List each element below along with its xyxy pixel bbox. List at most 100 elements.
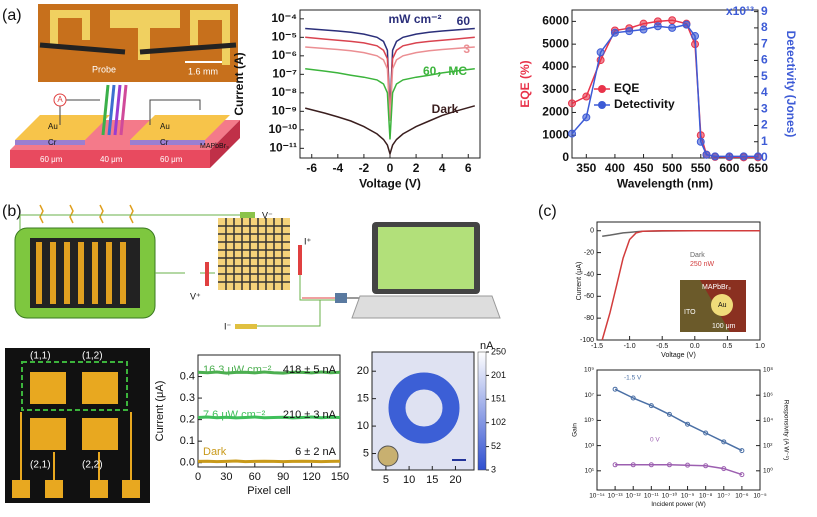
- y-tick-label: 5: [363, 447, 369, 459]
- legend-label: EQE: [614, 81, 639, 95]
- ammeter-label: A: [57, 95, 63, 104]
- scale-label: 1.6 mm: [188, 66, 218, 76]
- marker: [568, 99, 576, 108]
- x-tick-label: 1.0: [755, 343, 765, 350]
- y-axis-label: Current (μA): [154, 381, 166, 442]
- y-tick-label: 1000: [542, 127, 569, 141]
- marker: [702, 150, 711, 159]
- x-tick-label: 450: [634, 161, 654, 175]
- terminal-label: I⁺: [304, 236, 312, 246]
- y-tick-label: 10⁻¹¹: [269, 140, 297, 154]
- inset-label: MAPbBr₃: [702, 284, 731, 291]
- series-label: 7.6 μW cm⁻²: [203, 409, 266, 421]
- marker: [630, 395, 636, 401]
- layer-label: Cr: [160, 138, 169, 147]
- x-tick-label: 10⁻¹⁴: [589, 493, 605, 500]
- x-tick-label: -1.0: [624, 343, 636, 350]
- terminal-label: I⁻: [224, 321, 232, 331]
- x-tick-label: -0.5: [656, 343, 668, 350]
- terminal-label: V⁻: [262, 210, 273, 220]
- x-axis-label: Incident power (W): [651, 501, 706, 508]
- x-tick-label: 10⁻⁶: [735, 493, 749, 500]
- x-tick-label: 2: [413, 161, 420, 175]
- marker: [711, 152, 720, 161]
- y-tick-label: 10⁻⁶: [272, 48, 297, 62]
- y-tick-label: 0: [562, 150, 569, 164]
- circuit-schematic: V⁻ V⁺ I⁺ I⁻: [14, 204, 501, 331]
- chart: -6 -4 -2 0 2 4 6 10⁻¹¹ 10⁻¹⁰ 10⁻⁹ 10⁻⁸ 10⁻⁷ 10⁻⁶ 10⁻⁵…: [232, 9, 481, 191]
- array-photo: (1,1) (1,2) (2,1) (2,2): [5, 348, 150, 503]
- x-tick-label: 0: [387, 161, 394, 175]
- layer-label: Cr: [48, 138, 57, 147]
- y2-tick-label: 2: [761, 118, 768, 132]
- x-tick-label: 60: [249, 471, 261, 483]
- plot-frame: [571, 9, 759, 159]
- y2-tick-label: 10²: [763, 442, 773, 449]
- photo-label: Probe: [92, 64, 116, 74]
- marker: [625, 27, 634, 36]
- marker: [739, 152, 748, 161]
- colorbar-tick-label: 3: [491, 464, 496, 474]
- x-tick-label: -1.5: [591, 343, 603, 350]
- series-label: 3: [463, 42, 470, 56]
- y-tick-label: 6000: [542, 14, 569, 28]
- inset-label: Au: [718, 302, 727, 309]
- pixel-label: (1,2): [82, 351, 103, 362]
- y2-tick-label: 5: [761, 69, 768, 83]
- y-tick-label: 10⁹: [584, 367, 594, 374]
- y-axis-label: EQE (%): [518, 60, 532, 107]
- y-tick-label: 10³: [585, 442, 595, 449]
- y-tick-label: 10⁻¹⁰: [269, 122, 298, 136]
- ring: [388, 372, 460, 444]
- marker: [725, 152, 734, 161]
- dimension-label: 60 μm: [40, 155, 63, 164]
- series-label: 250 nW: [690, 261, 715, 268]
- marker: [685, 462, 691, 468]
- annotation: mW cm⁻²: [388, 12, 441, 26]
- marker: [666, 411, 672, 417]
- marker: [568, 129, 576, 138]
- y-tick-label: -100: [580, 337, 594, 344]
- y2-tick-label: 9: [761, 4, 768, 18]
- x-tick-label: -2: [359, 161, 370, 175]
- x-tick-label: 10⁻¹³: [608, 493, 624, 500]
- panel-label: (b): [2, 203, 22, 220]
- pixel-label: (1,1): [30, 351, 51, 362]
- y-tick-label: 10⁵: [584, 417, 594, 424]
- series-label: 0 V: [650, 437, 660, 444]
- x-tick-label: 10⁻⁵: [753, 493, 767, 500]
- y-tick-label: 4000: [542, 59, 569, 73]
- y-tick-label: 0.3: [180, 392, 195, 404]
- y-tick-label: 10⁻⁸: [272, 85, 297, 99]
- layer-label: Au: [160, 122, 170, 131]
- dimension-label: 40 μm: [100, 155, 123, 164]
- x-tick-label: 500: [662, 161, 682, 175]
- x-tick-label: 5: [383, 474, 389, 486]
- y2-tick-label: 0: [761, 150, 768, 164]
- x-tick-label: 550: [691, 161, 711, 175]
- marker: [653, 22, 662, 31]
- inset-label: ITO: [684, 309, 696, 316]
- y-tick-label: 10⁻⁵: [272, 29, 297, 43]
- series-line: [197, 459, 341, 464]
- y-tick-label: 10¹: [585, 468, 595, 475]
- y2-tick-label: 7: [761, 36, 768, 50]
- y2-tick-label: 4: [761, 85, 768, 99]
- inset-photo: MAPbBr₃ ITO Au 100 μm: [680, 280, 746, 332]
- pixel-label: (2,2): [82, 460, 103, 471]
- series-line: [602, 229, 760, 237]
- marker: [630, 462, 636, 468]
- y-tick-label: -80: [584, 315, 594, 322]
- x-tick-label: 0.0: [690, 343, 700, 350]
- y-tick-label: -60: [584, 293, 594, 300]
- x-tick-label: 10⁻⁸: [699, 493, 713, 500]
- y-tick-label: -20: [584, 249, 594, 256]
- series-line: [305, 46, 475, 122]
- marker: [685, 421, 691, 427]
- x-tick-label: 10⁻¹²: [626, 493, 642, 500]
- panel-labels: (a) (b) (c): [2, 7, 557, 220]
- x-tick-label: -4: [332, 161, 343, 175]
- colorbar-tick-label: 102: [491, 417, 506, 427]
- marker: [582, 113, 591, 122]
- y-tick-label: 0: [590, 228, 594, 235]
